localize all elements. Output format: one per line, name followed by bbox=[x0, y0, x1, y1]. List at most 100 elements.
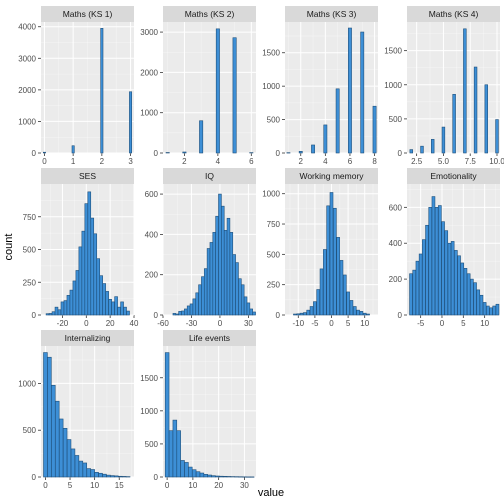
y-tick-label: 600 bbox=[389, 203, 403, 212]
histogram-bar bbox=[362, 312, 367, 316]
x-tick-label: 5 bbox=[461, 319, 466, 328]
facet-strip-label: Maths (KS 3) bbox=[307, 9, 357, 19]
histogram-bar bbox=[319, 268, 324, 316]
x-tick-label: 10.0 bbox=[489, 157, 504, 166]
y-tick-label: 0 bbox=[276, 149, 281, 158]
histogram-bar bbox=[207, 474, 212, 478]
histogram-bar bbox=[212, 232, 216, 316]
panel-background bbox=[163, 22, 256, 153]
histogram-bar bbox=[335, 88, 340, 154]
y-tick-label: 0 bbox=[32, 149, 37, 158]
y-tick-label: 3000 bbox=[140, 28, 158, 37]
histogram-bar bbox=[252, 311, 256, 316]
y-tick-label: 0 bbox=[154, 149, 159, 158]
histogram-bar bbox=[339, 260, 344, 316]
histogram-bar bbox=[215, 475, 220, 478]
x-tick-label: 10 bbox=[90, 481, 99, 490]
histogram-bar bbox=[352, 306, 357, 316]
histogram-bar bbox=[441, 221, 445, 316]
x-tick-label: 10 bbox=[360, 319, 369, 328]
facet-panel: Maths (KS 3) 2 4 6 8 0 500 1000 1500 bbox=[262, 6, 378, 166]
x-tick-label: 3 bbox=[128, 157, 133, 166]
histogram-bar bbox=[93, 233, 98, 316]
histogram-bar bbox=[454, 250, 458, 316]
histogram-bar bbox=[98, 472, 103, 478]
y-tick-label: 1500 bbox=[140, 374, 158, 383]
histogram-bar bbox=[489, 307, 493, 316]
x-tick-label: 7.5 bbox=[465, 157, 477, 166]
histogram-bar bbox=[114, 296, 118, 316]
x-tick-label: 10 bbox=[188, 481, 197, 490]
histogram-bar bbox=[54, 306, 59, 316]
y-tick-label: 1500 bbox=[384, 47, 402, 56]
y-tick-label: 0 bbox=[398, 149, 403, 158]
facet-strip-label: Maths (KS 2) bbox=[185, 9, 235, 19]
histogram-bar bbox=[495, 303, 500, 316]
facet-strip-label: Working memory bbox=[299, 171, 364, 181]
histogram-bar bbox=[188, 466, 193, 478]
histogram-bar bbox=[422, 239, 426, 316]
y-tick-label: 250 bbox=[267, 281, 281, 290]
facet-panel: Maths (KS 1) 0 1 2 3 0 1000 2000 3000 4000 bbox=[18, 6, 134, 166]
histogram-bar bbox=[206, 248, 211, 316]
histogram-bar bbox=[476, 289, 481, 316]
histogram-bar bbox=[71, 145, 75, 154]
y-tick-label: 500 bbox=[23, 426, 37, 435]
histogram-bar bbox=[199, 472, 205, 478]
histogram-bar bbox=[333, 207, 337, 316]
histogram-bar bbox=[316, 289, 321, 316]
histogram-bar bbox=[191, 469, 197, 478]
histogram-bar bbox=[298, 151, 303, 154]
histogram-bar bbox=[42, 151, 46, 154]
histogram-bar bbox=[311, 144, 315, 154]
histogram-bar bbox=[81, 230, 86, 316]
facet-panel: Life events 0 10 20 30 0 500 1000 1500 bbox=[140, 330, 256, 490]
x-tick-label: 20 bbox=[106, 319, 115, 328]
histogram-bar bbox=[215, 215, 219, 316]
histogram-bar bbox=[431, 196, 436, 316]
x-tick-label: -60 bbox=[157, 319, 169, 328]
y-tick-label: 500 bbox=[267, 116, 281, 125]
histogram-bar bbox=[323, 124, 328, 154]
x-tick-label: 30 bbox=[244, 319, 253, 328]
histogram-bar bbox=[348, 27, 352, 154]
histogram-bar bbox=[293, 313, 297, 316]
facet-strip-label: IQ bbox=[205, 171, 214, 181]
facet-strip bbox=[285, 168, 378, 184]
histogram-bar bbox=[66, 295, 71, 316]
x-tick-label: 0 bbox=[42, 157, 47, 166]
histogram-bar bbox=[184, 308, 188, 316]
histogram-bar bbox=[356, 309, 360, 316]
x-tick-label: 30 bbox=[240, 481, 249, 490]
y-tick-label: 1000 bbox=[18, 379, 36, 388]
facet-strip bbox=[285, 6, 378, 22]
y-tick-label: 2000 bbox=[140, 68, 158, 77]
histogram-bar bbox=[176, 430, 181, 478]
x-tick-label: 1 bbox=[71, 157, 76, 166]
histogram-bar bbox=[129, 91, 133, 154]
histogram-bar bbox=[232, 37, 237, 154]
histogram-bar bbox=[359, 311, 364, 316]
x-tick-label: 40 bbox=[130, 319, 139, 328]
y-tick-label: 4000 bbox=[18, 23, 36, 32]
histogram-bar bbox=[195, 471, 201, 478]
histogram-bar bbox=[306, 309, 311, 316]
x-tick-label: -10 bbox=[293, 319, 305, 328]
histogram-bar bbox=[246, 302, 251, 316]
histogram-bar bbox=[78, 246, 83, 316]
histogram-bar bbox=[203, 268, 208, 316]
histogram-bar bbox=[86, 468, 91, 478]
histogram-bar bbox=[164, 352, 170, 478]
y-tick-label: 1000 bbox=[18, 117, 36, 126]
x-tick-label: 5 bbox=[346, 319, 351, 328]
x-tick-label: 0 bbox=[329, 319, 334, 328]
histogram-bar bbox=[94, 472, 99, 478]
facet-panel: Maths (KS 4) 2.5 5.0 7.5 10.0 0 500 1000 1500 bbox=[384, 6, 504, 166]
histogram-bar bbox=[226, 476, 232, 478]
facet-strip bbox=[163, 6, 256, 22]
histogram-bar bbox=[222, 476, 228, 478]
y-tick-label: 0 bbox=[398, 311, 403, 320]
facet-strip-label: Maths (KS 4) bbox=[429, 9, 479, 19]
histogram-bar bbox=[175, 313, 179, 316]
x-tick-label: -5 bbox=[417, 319, 425, 328]
